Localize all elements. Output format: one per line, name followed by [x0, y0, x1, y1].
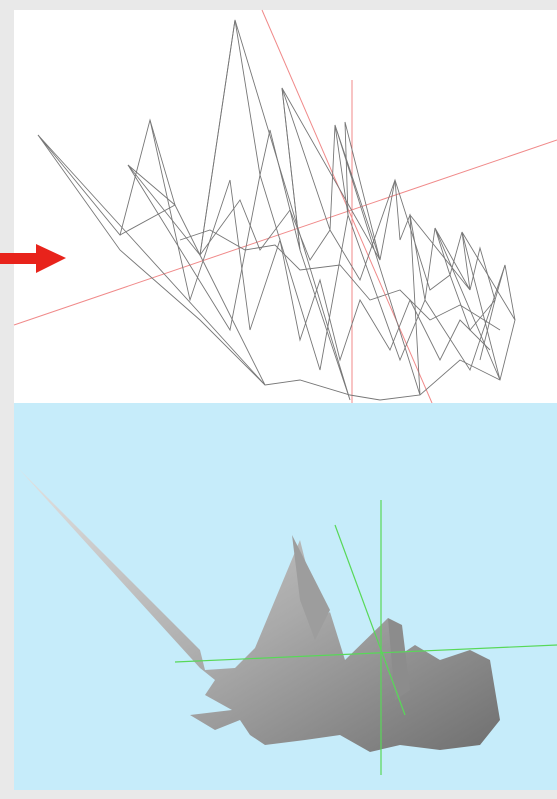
mesh-edges	[149, 119, 491, 362]
wireframe-mesh	[37, 19, 516, 401]
wireframe-view	[13, 9, 557, 404]
mesh-edges	[179, 229, 501, 331]
axis-line	[13, 139, 557, 326]
axis-line	[334, 524, 406, 716]
mesh-edges	[119, 178, 496, 361]
shaded-spike	[292, 535, 330, 640]
axis-line	[174, 644, 557, 663]
arrow-shaft	[0, 253, 38, 264]
mesh-edges	[127, 164, 506, 372]
green-axes	[174, 500, 557, 775]
shaded-mesh	[18, 468, 500, 752]
shaded-spike	[388, 618, 410, 700]
arrow-head	[36, 244, 66, 273]
wireframe-panel	[14, 10, 557, 403]
red-arrow	[0, 244, 66, 273]
mesh-outline	[37, 19, 516, 401]
mesh-edges	[37, 19, 516, 401]
shaded-view	[14, 403, 557, 790]
